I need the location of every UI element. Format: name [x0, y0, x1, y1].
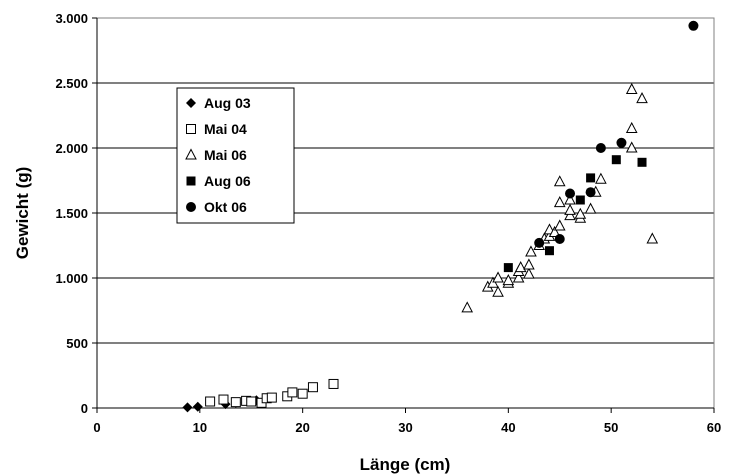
data-point — [205, 396, 216, 407]
x-axis-title: Länge (cm) — [360, 455, 451, 474]
data-point — [565, 188, 576, 199]
tick-labels: 0 500 1.000 1.500 2.000 2.500 3.000 0 10 20 30 40 50… — [55, 11, 721, 435]
data-point — [688, 20, 699, 31]
data-points — [182, 20, 699, 413]
legend-label: Aug 06 — [204, 173, 251, 189]
legend-marker — [186, 98, 196, 108]
data-point — [553, 219, 566, 231]
data-point — [182, 402, 193, 413]
legend-marker — [186, 124, 196, 134]
data-point — [564, 193, 576, 205]
legend-label: Mai 06 — [204, 147, 247, 163]
x-tick-label: 30 — [398, 420, 412, 435]
data-point — [584, 202, 597, 214]
y-tick-label: 2.500 — [55, 76, 88, 91]
data-point — [544, 246, 554, 256]
x-tick-label: 50 — [604, 420, 618, 435]
data-point — [525, 245, 537, 257]
data-point — [534, 237, 545, 248]
data-point — [636, 92, 648, 104]
data-point — [297, 388, 308, 399]
x-tick-label: 20 — [295, 420, 309, 435]
data-point — [616, 137, 627, 148]
y-tick-label: 0 — [81, 401, 88, 416]
x-tick-label: 10 — [193, 420, 207, 435]
series-aug-06 — [503, 155, 647, 273]
data-point — [585, 187, 596, 198]
x-tick-label: 0 — [93, 420, 100, 435]
data-point — [575, 195, 585, 205]
data-point — [230, 397, 241, 408]
legend-label: Aug 03 — [204, 95, 251, 111]
data-point — [512, 271, 525, 283]
series-mai-04 — [205, 378, 339, 408]
data-point — [502, 274, 515, 286]
series-okt-06 — [534, 20, 699, 248]
data-point — [514, 261, 527, 273]
legend-label: Okt 06 — [204, 199, 247, 215]
y-axis-title: Gewicht (g) — [13, 167, 32, 260]
legend: Aug 03 Mai 04 Mai 06 Aug 06 Okt 06 — [176, 87, 295, 224]
data-point — [595, 172, 607, 184]
y-tick-label: 3.000 — [55, 11, 88, 26]
data-point — [625, 121, 638, 133]
data-point — [564, 203, 576, 215]
data-point — [192, 401, 203, 412]
data-point — [595, 143, 606, 153]
data-point — [287, 387, 298, 398]
data-point — [503, 263, 513, 273]
data-point — [307, 382, 318, 393]
y-tick-label: 1.500 — [55, 206, 88, 221]
y-tick-label: 1.000 — [55, 271, 88, 286]
data-point — [218, 394, 229, 405]
data-point — [523, 258, 535, 270]
data-point — [553, 175, 566, 187]
legend-box — [176, 87, 295, 224]
data-point — [553, 196, 566, 208]
data-point — [625, 141, 638, 153]
data-point — [328, 378, 339, 389]
data-point — [625, 82, 638, 94]
data-point — [548, 225, 561, 237]
legend-marker — [185, 148, 197, 160]
legend-marker — [186, 202, 196, 212]
data-point — [523, 267, 535, 279]
y-tick-label: 2.000 — [55, 141, 88, 156]
data-point — [266, 392, 277, 403]
data-point — [586, 173, 596, 183]
legend-marker — [186, 176, 196, 186]
data-point — [554, 234, 565, 244]
data-point — [611, 155, 621, 165]
series-mai-06 — [461, 82, 659, 313]
data-point — [492, 271, 504, 283]
data-point — [637, 157, 647, 167]
data-point — [646, 232, 659, 244]
x-tick-label: 60 — [707, 420, 721, 435]
data-point — [246, 396, 257, 407]
x-tick-label: 40 — [501, 420, 515, 435]
legend-label: Mai 04 — [204, 121, 247, 137]
data-point — [574, 207, 587, 219]
data-point — [492, 285, 504, 297]
y-tick-label: 500 — [66, 336, 88, 351]
data-point — [461, 301, 474, 313]
